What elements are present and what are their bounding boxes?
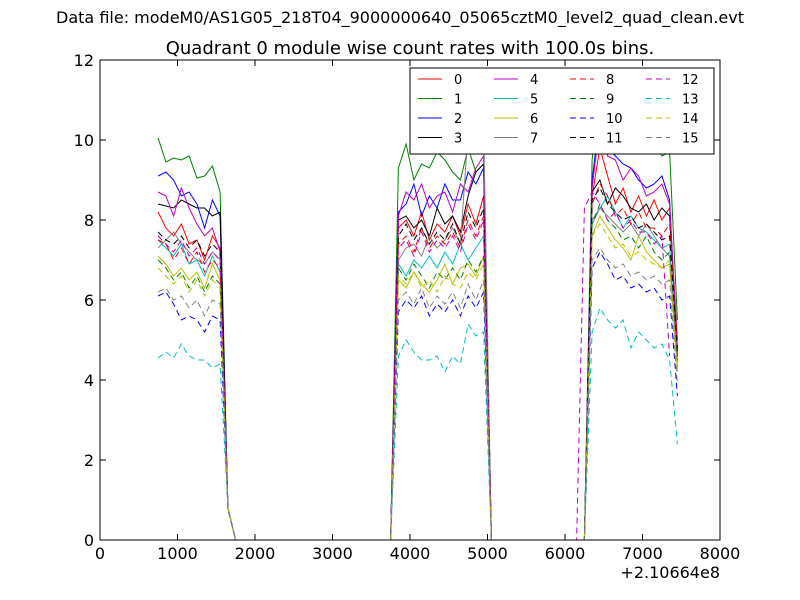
series-line-7 (157, 119, 678, 541)
series-line-14 (157, 223, 678, 541)
legend-label-13: 13 (682, 93, 699, 108)
legend-label-3: 3 (454, 132, 462, 147)
x-offset-label: +2.10664e8 (620, 563, 720, 582)
x-tick-label: 7000 (622, 544, 663, 563)
legend-label-7: 7 (530, 132, 538, 147)
legend-label-8: 8 (606, 73, 614, 88)
x-tick-label: 8000 (700, 544, 741, 563)
legend-label-5: 5 (530, 93, 538, 108)
series-line-5 (157, 194, 678, 541)
legend-label-2: 2 (454, 112, 462, 127)
x-tick-label: 5000 (467, 544, 508, 563)
legend-label-12: 12 (682, 73, 699, 88)
legend-label-1: 1 (454, 93, 462, 108)
x-tick-label: 4000 (390, 544, 431, 563)
legend-label-4: 4 (530, 73, 538, 88)
y-tick-label: 2 (84, 451, 94, 470)
y-tick-label: 10 (74, 131, 94, 150)
y-tick-label: 12 (74, 51, 94, 70)
series-line-0 (157, 147, 678, 541)
series-line-10 (157, 250, 678, 541)
legend-label-9: 9 (606, 93, 614, 108)
y-tick-label: 8 (84, 211, 94, 230)
legend-label-14: 14 (682, 112, 699, 127)
series-line-3 (157, 162, 678, 541)
y-tick-label: 0 (84, 531, 94, 550)
series-line-13 (157, 306, 678, 541)
y-tick-label: 6 (84, 291, 94, 310)
series-line-15 (157, 247, 678, 541)
x-tick-label: 2000 (235, 544, 276, 563)
series-line-9 (157, 202, 678, 541)
legend-label-10: 10 (606, 112, 623, 127)
x-tick-label: 3000 (312, 544, 353, 563)
legend-label-0: 0 (454, 73, 462, 88)
axis-layer: 0 1000 2000 3000 4000 5000 6000 7000 80000246810… (74, 51, 741, 563)
x-tick-label: 6000 (545, 544, 586, 563)
y-tick-label: 4 (84, 371, 94, 390)
series-line-4 (157, 123, 678, 541)
figure-suptitle: Data file: modeM0/AS1G05_218T04_90000006… (56, 8, 744, 27)
legend-label-15: 15 (682, 132, 699, 147)
series-line-8 (157, 182, 678, 541)
legend-box (409, 67, 715, 155)
series-line-2 (157, 115, 678, 541)
series-line-12 (157, 190, 671, 541)
chart-title: Quadrant 0 module wise count rates with … (166, 38, 655, 59)
x-tick-label: 1000 (157, 544, 198, 563)
legend-label-6: 6 (530, 112, 538, 127)
x-tick-label: 0 (95, 544, 105, 563)
legend-label-11: 11 (606, 132, 623, 147)
